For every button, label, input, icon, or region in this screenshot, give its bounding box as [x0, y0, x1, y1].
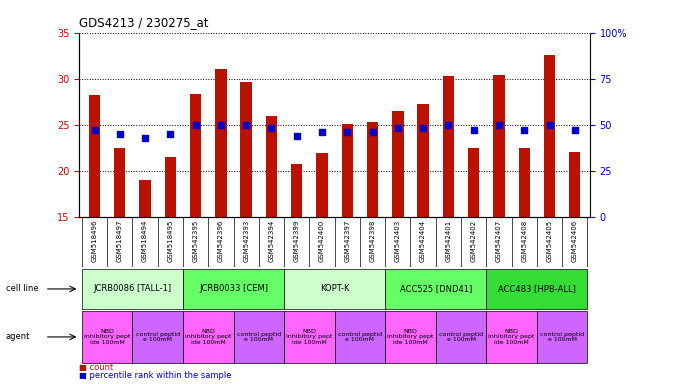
Text: NBD
inhibitory pept
ide 100mM: NBD inhibitory pept ide 100mM [185, 329, 231, 345]
Point [417, 126, 428, 132]
Bar [443, 76, 454, 217]
Text: GSM542401: GSM542401 [446, 220, 451, 262]
Text: GSM542405: GSM542405 [546, 220, 553, 262]
Text: NBD
inhibitory pept
ide 100mM: NBD inhibitory pept ide 100mM [84, 329, 130, 345]
Text: GSM518494: GSM518494 [142, 220, 148, 262]
Text: GSM542397: GSM542397 [344, 220, 351, 262]
Point [393, 126, 404, 132]
Text: NBD
inhibitory pept
ide 100mM: NBD inhibitory pept ide 100mM [489, 329, 535, 345]
Text: cell line: cell line [6, 285, 38, 293]
Bar [367, 122, 378, 217]
Text: NBD
inhibitory pept
ide 100mM: NBD inhibitory pept ide 100mM [387, 329, 434, 345]
Bar [215, 69, 226, 217]
Text: NBD
inhibitory pept
ide 100mM: NBD inhibitory pept ide 100mM [286, 329, 333, 345]
Bar [165, 157, 176, 217]
Text: GSM518495: GSM518495 [168, 220, 173, 262]
Text: GSM542400: GSM542400 [319, 220, 325, 262]
Bar [392, 111, 404, 217]
Text: ■ percentile rank within the sample: ■ percentile rank within the sample [79, 371, 232, 380]
Point [291, 133, 302, 139]
Point [165, 131, 176, 137]
Bar [316, 153, 328, 217]
Text: control peptid
e 100mM: control peptid e 100mM [136, 331, 180, 343]
Text: control peptid
e 100mM: control peptid e 100mM [237, 331, 281, 343]
Bar [139, 180, 150, 217]
Text: GSM518497: GSM518497 [117, 220, 123, 262]
Bar [569, 152, 580, 217]
Text: ■ count: ■ count [79, 363, 114, 372]
Bar [417, 104, 428, 217]
Text: control peptid
e 100mM: control peptid e 100mM [338, 331, 382, 343]
Text: GSM542395: GSM542395 [193, 220, 199, 262]
Text: GSM542394: GSM542394 [268, 220, 275, 262]
Bar [493, 75, 504, 217]
Point [443, 122, 454, 128]
Text: JCRB0033 [CEM]: JCRB0033 [CEM] [199, 285, 268, 293]
Point [241, 122, 252, 128]
Point [519, 127, 530, 133]
Point [367, 129, 378, 135]
Point [266, 126, 277, 132]
Text: ACC483 [HPB-ALL]: ACC483 [HPB-ALL] [498, 285, 576, 293]
Point [544, 122, 555, 128]
Text: control peptid
e 100mM: control peptid e 100mM [439, 331, 483, 343]
Point [89, 127, 100, 133]
Point [115, 131, 126, 137]
Text: GDS4213 / 230275_at: GDS4213 / 230275_at [79, 16, 209, 29]
Point [190, 122, 201, 128]
Text: JCRB0086 [TALL-1]: JCRB0086 [TALL-1] [93, 285, 172, 293]
Text: GSM542404: GSM542404 [420, 220, 426, 262]
Text: GSM542408: GSM542408 [521, 220, 527, 262]
Text: GSM542406: GSM542406 [572, 220, 578, 262]
Text: GSM542402: GSM542402 [471, 220, 477, 262]
Text: GSM542393: GSM542393 [243, 220, 249, 262]
Bar [114, 148, 126, 217]
Text: GSM542403: GSM542403 [395, 220, 401, 262]
Text: GSM542399: GSM542399 [294, 220, 299, 262]
Text: GSM518496: GSM518496 [92, 220, 97, 262]
Point [317, 129, 328, 135]
Point [139, 135, 150, 141]
Bar [291, 164, 302, 217]
Bar [544, 55, 555, 217]
Point [569, 127, 580, 133]
Text: GSM542407: GSM542407 [496, 220, 502, 262]
Bar [468, 148, 480, 217]
Text: ACC525 [DND41]: ACC525 [DND41] [400, 285, 472, 293]
Bar [342, 124, 353, 217]
Point [215, 122, 226, 128]
Text: KOPT-K: KOPT-K [320, 285, 349, 293]
Text: control peptid
e 100mM: control peptid e 100mM [540, 331, 584, 343]
Text: GSM542398: GSM542398 [370, 220, 375, 262]
Point [342, 129, 353, 135]
Bar [519, 148, 530, 217]
Bar [190, 94, 201, 217]
Point [493, 122, 504, 128]
Text: agent: agent [6, 333, 30, 341]
Text: GSM542396: GSM542396 [218, 220, 224, 262]
Point [468, 127, 479, 133]
Bar [89, 95, 100, 217]
Bar [266, 116, 277, 217]
Bar [241, 83, 252, 217]
